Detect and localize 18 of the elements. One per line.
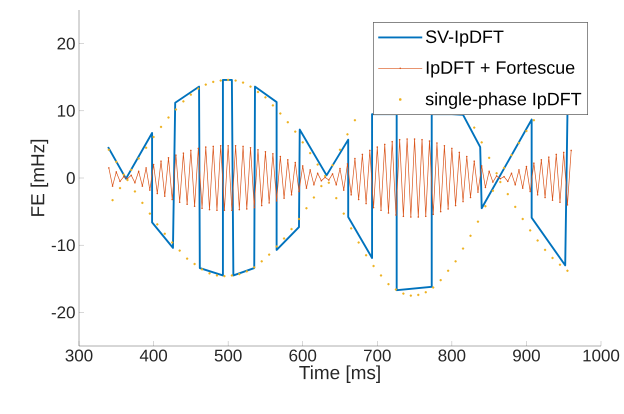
x-tick-label: 500 <box>214 350 242 362</box>
y-tick-label: 0 <box>66 172 75 184</box>
x-tick-label: 900 <box>513 350 540 362</box>
y-tick-label: 10 <box>58 104 75 117</box>
y-tick-label: -20 <box>52 306 75 318</box>
x-axis-title: Time [ms] <box>299 365 380 383</box>
legend-label: single-phase IpDFT <box>426 92 582 109</box>
legend-label: IpDFT + Fortescue <box>426 61 574 78</box>
x-tick-label: 300 <box>66 350 92 362</box>
x-tick-label: 400 <box>140 350 168 362</box>
y-tick-label: 20 <box>58 38 75 50</box>
x-tick-label: 700 <box>364 350 391 362</box>
legend-label: SV-IpDFT <box>426 30 504 47</box>
x-tick-label: 600 <box>289 350 316 362</box>
x-tick-label: 800 <box>438 350 466 362</box>
y-tick-label: -10 <box>52 239 75 252</box>
y-axis-title: FE [mHz] <box>30 140 48 216</box>
x-tick-label: 1000 <box>583 350 620 362</box>
